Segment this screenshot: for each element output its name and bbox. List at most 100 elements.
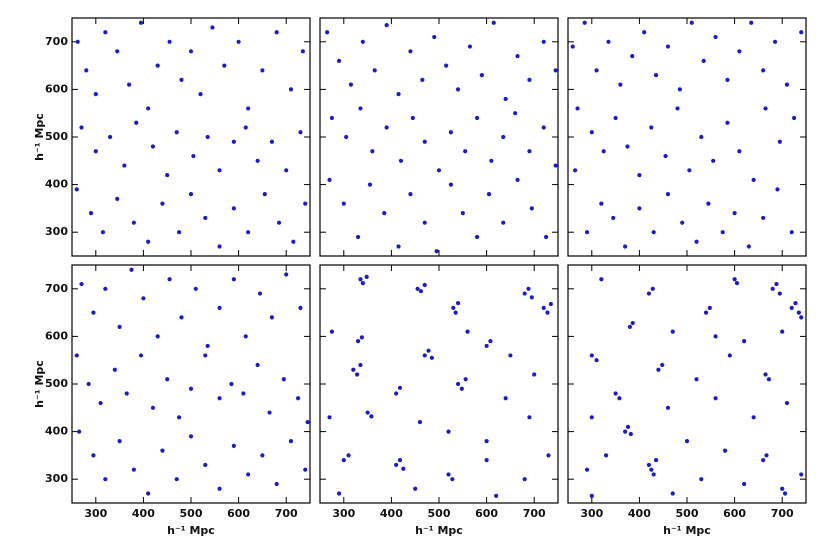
point [131,220,136,225]
point [117,439,122,444]
point [777,291,782,296]
point [649,125,654,130]
point [684,439,690,444]
y-tick-label: 500 [45,377,68,390]
point [262,192,267,197]
point [711,158,716,163]
point [455,300,461,306]
point [429,355,434,360]
point [358,277,363,282]
point [138,353,144,358]
point [305,419,310,425]
point [529,295,534,300]
point [358,106,363,111]
point [344,134,349,140]
point [397,458,403,463]
x-tick-label: 500 [428,507,451,520]
point [160,448,165,453]
x-tick-label: 300 [84,507,107,520]
point [369,414,374,419]
point [436,168,442,173]
point [246,106,251,111]
point [707,305,712,310]
point [351,367,356,372]
point [93,149,98,154]
point [325,30,330,35]
point [188,386,194,391]
point [177,415,182,420]
point [417,419,423,425]
point [625,144,630,149]
point [734,280,740,286]
point [341,458,346,463]
point [179,315,184,320]
point [146,491,151,496]
point [396,92,401,97]
point [269,315,275,320]
point [217,168,222,173]
point [594,358,599,363]
point [463,149,468,154]
point [336,491,342,496]
point [346,453,351,458]
point [799,30,804,35]
point [288,87,294,92]
point [670,329,675,334]
point [722,448,728,453]
point [174,130,179,135]
x-tick-label: 500 [180,507,203,520]
point [246,230,251,235]
point [165,172,170,178]
point [548,301,553,307]
point [546,453,551,458]
point [761,68,766,73]
point [544,234,549,240]
point [336,58,342,63]
point [689,20,694,25]
x-tick-label: 500 [676,507,699,520]
point [446,429,451,434]
point [329,115,334,121]
point [222,63,227,68]
point [360,280,365,286]
x-tick-label: 600 [227,507,250,520]
point [434,249,439,254]
point [422,282,427,288]
point [191,153,196,159]
point [112,367,117,372]
point [630,53,635,59]
point [460,211,465,216]
panel-frame [319,264,559,504]
x-axis-label: h⁻¹ Mpc [663,524,711,537]
point [372,68,377,73]
y-axis-label: h⁻¹ Mpc [33,113,46,161]
point [650,286,655,291]
point [448,130,453,135]
point [276,220,282,225]
point [545,310,550,315]
point [649,467,654,472]
point [594,68,599,73]
point [413,486,418,491]
point [789,230,794,235]
point [115,196,120,201]
point [122,163,127,168]
point [491,20,496,25]
point [527,77,532,82]
y-axis-label: h⁻¹ Mpc [33,360,46,408]
point [103,477,108,482]
point [367,182,373,187]
point [303,467,308,472]
point [203,353,208,358]
point [611,215,616,221]
point [527,149,532,154]
point [84,68,89,73]
x-tick-label: 400 [380,507,403,520]
point [725,120,730,125]
point [188,49,194,54]
point [98,400,103,406]
point [146,239,151,244]
point [398,158,404,163]
point [694,239,699,244]
point [727,353,732,358]
